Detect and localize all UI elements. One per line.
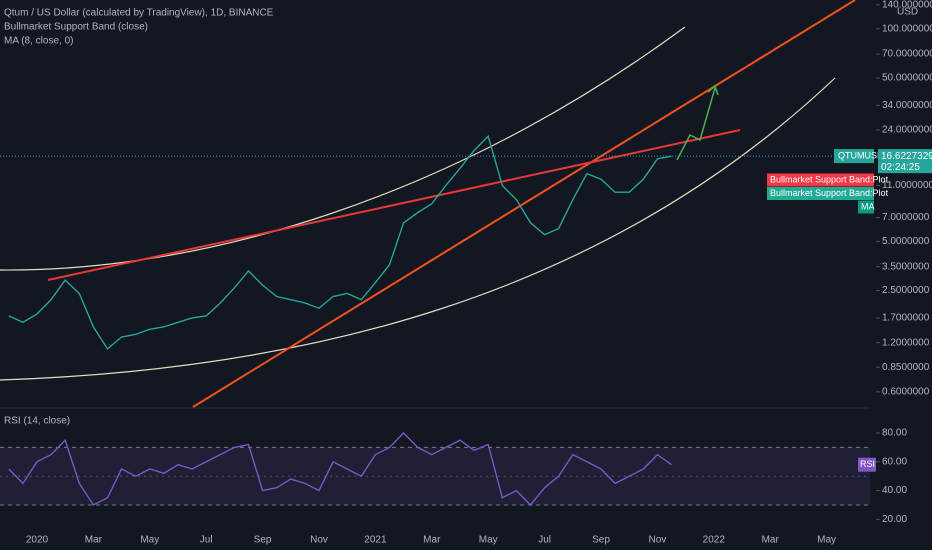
indicator-title: MA (8, close, 0) [4,36,73,47]
y-tick-label: 20.00 [882,514,907,525]
x-tick-label: Nov [310,535,328,546]
upper-band-curve [0,26,686,271]
y-tick-label: 5.0000000 [882,236,930,247]
last-price-box [834,149,874,164]
price-line [8,432,672,507]
y-tick-label: 140.0000000 [882,0,932,11]
symbol-label: QTUMUSD [838,151,884,161]
x-tick-label: Mar [423,535,441,546]
x-tick-label: Jul [538,535,551,546]
indicator-label: MA [861,201,875,211]
y-tick-label: 2.5000000 [882,285,930,296]
x-tick-label: 2021 [364,535,387,546]
x-tick-label: Sep [254,535,272,546]
indicator-title: Bullmarket Support Band (close) [4,22,148,33]
x-tick-label: 2020 [26,535,49,546]
countdown: 02:24:25 [881,162,920,173]
x-tick-label: May [140,535,159,546]
y-tick-label: 100.0000000 [882,23,932,34]
x-tick-label: Mar [85,535,103,546]
y-tick-label: 40.00 [882,485,907,496]
y-tick-label: 0.8500000 [882,362,930,373]
x-tick-label: 2022 [703,535,726,546]
trend-line [192,0,856,408]
y-tick-label: 80.00 [882,428,907,439]
rsi-title: RSI (14, close) [4,416,70,427]
y-tick-label: 7.0000000 [882,212,930,223]
x-tick-label: Nov [649,535,667,546]
x-tick-label: Sep [592,535,610,546]
indicator-label: Bullmarket Support Band:Plot [770,174,889,184]
last-price: 16.6227329 [881,151,932,162]
projection [676,87,716,161]
x-tick-label: May [817,535,836,546]
projection-arrow [707,84,719,96]
rsi-tag-label: RSI [860,459,875,469]
currency: USD [897,7,918,18]
indicator-tag [767,173,874,187]
y-tick-label: 1.2000000 [882,337,930,348]
price-line [8,134,672,350]
indicator-label: Bullmarket Support Band:Plot [770,188,889,198]
last-price-box [878,149,932,174]
chart-title: Qtum / US Dollar (calculated by TradingV… [4,8,274,19]
indicator-tag [767,187,874,200]
indicator-tag [858,200,874,214]
x-tick-label: Mar [762,535,780,546]
lower-band-curve [0,77,836,381]
y-tick-label: 11.0000000 [882,180,932,191]
y-tick-label: 70.0000000 [882,49,932,60]
trend-line [47,129,741,281]
rsi-tag [858,457,876,472]
y-tick-label: 34.0000000 [882,100,932,111]
y-tick-label: 60.00 [882,456,907,467]
y-tick-label: 0.6000000 [882,387,930,398]
y-tick-label: 50.0000000 [882,73,932,84]
x-tick-label: Jul [200,535,213,546]
x-tick-label: May [479,535,498,546]
y-tick-label: 24.0000000 [882,125,932,136]
y-tick-label: 3.5000000 [882,261,930,272]
y-tick-label: 1.7000000 [882,313,930,324]
